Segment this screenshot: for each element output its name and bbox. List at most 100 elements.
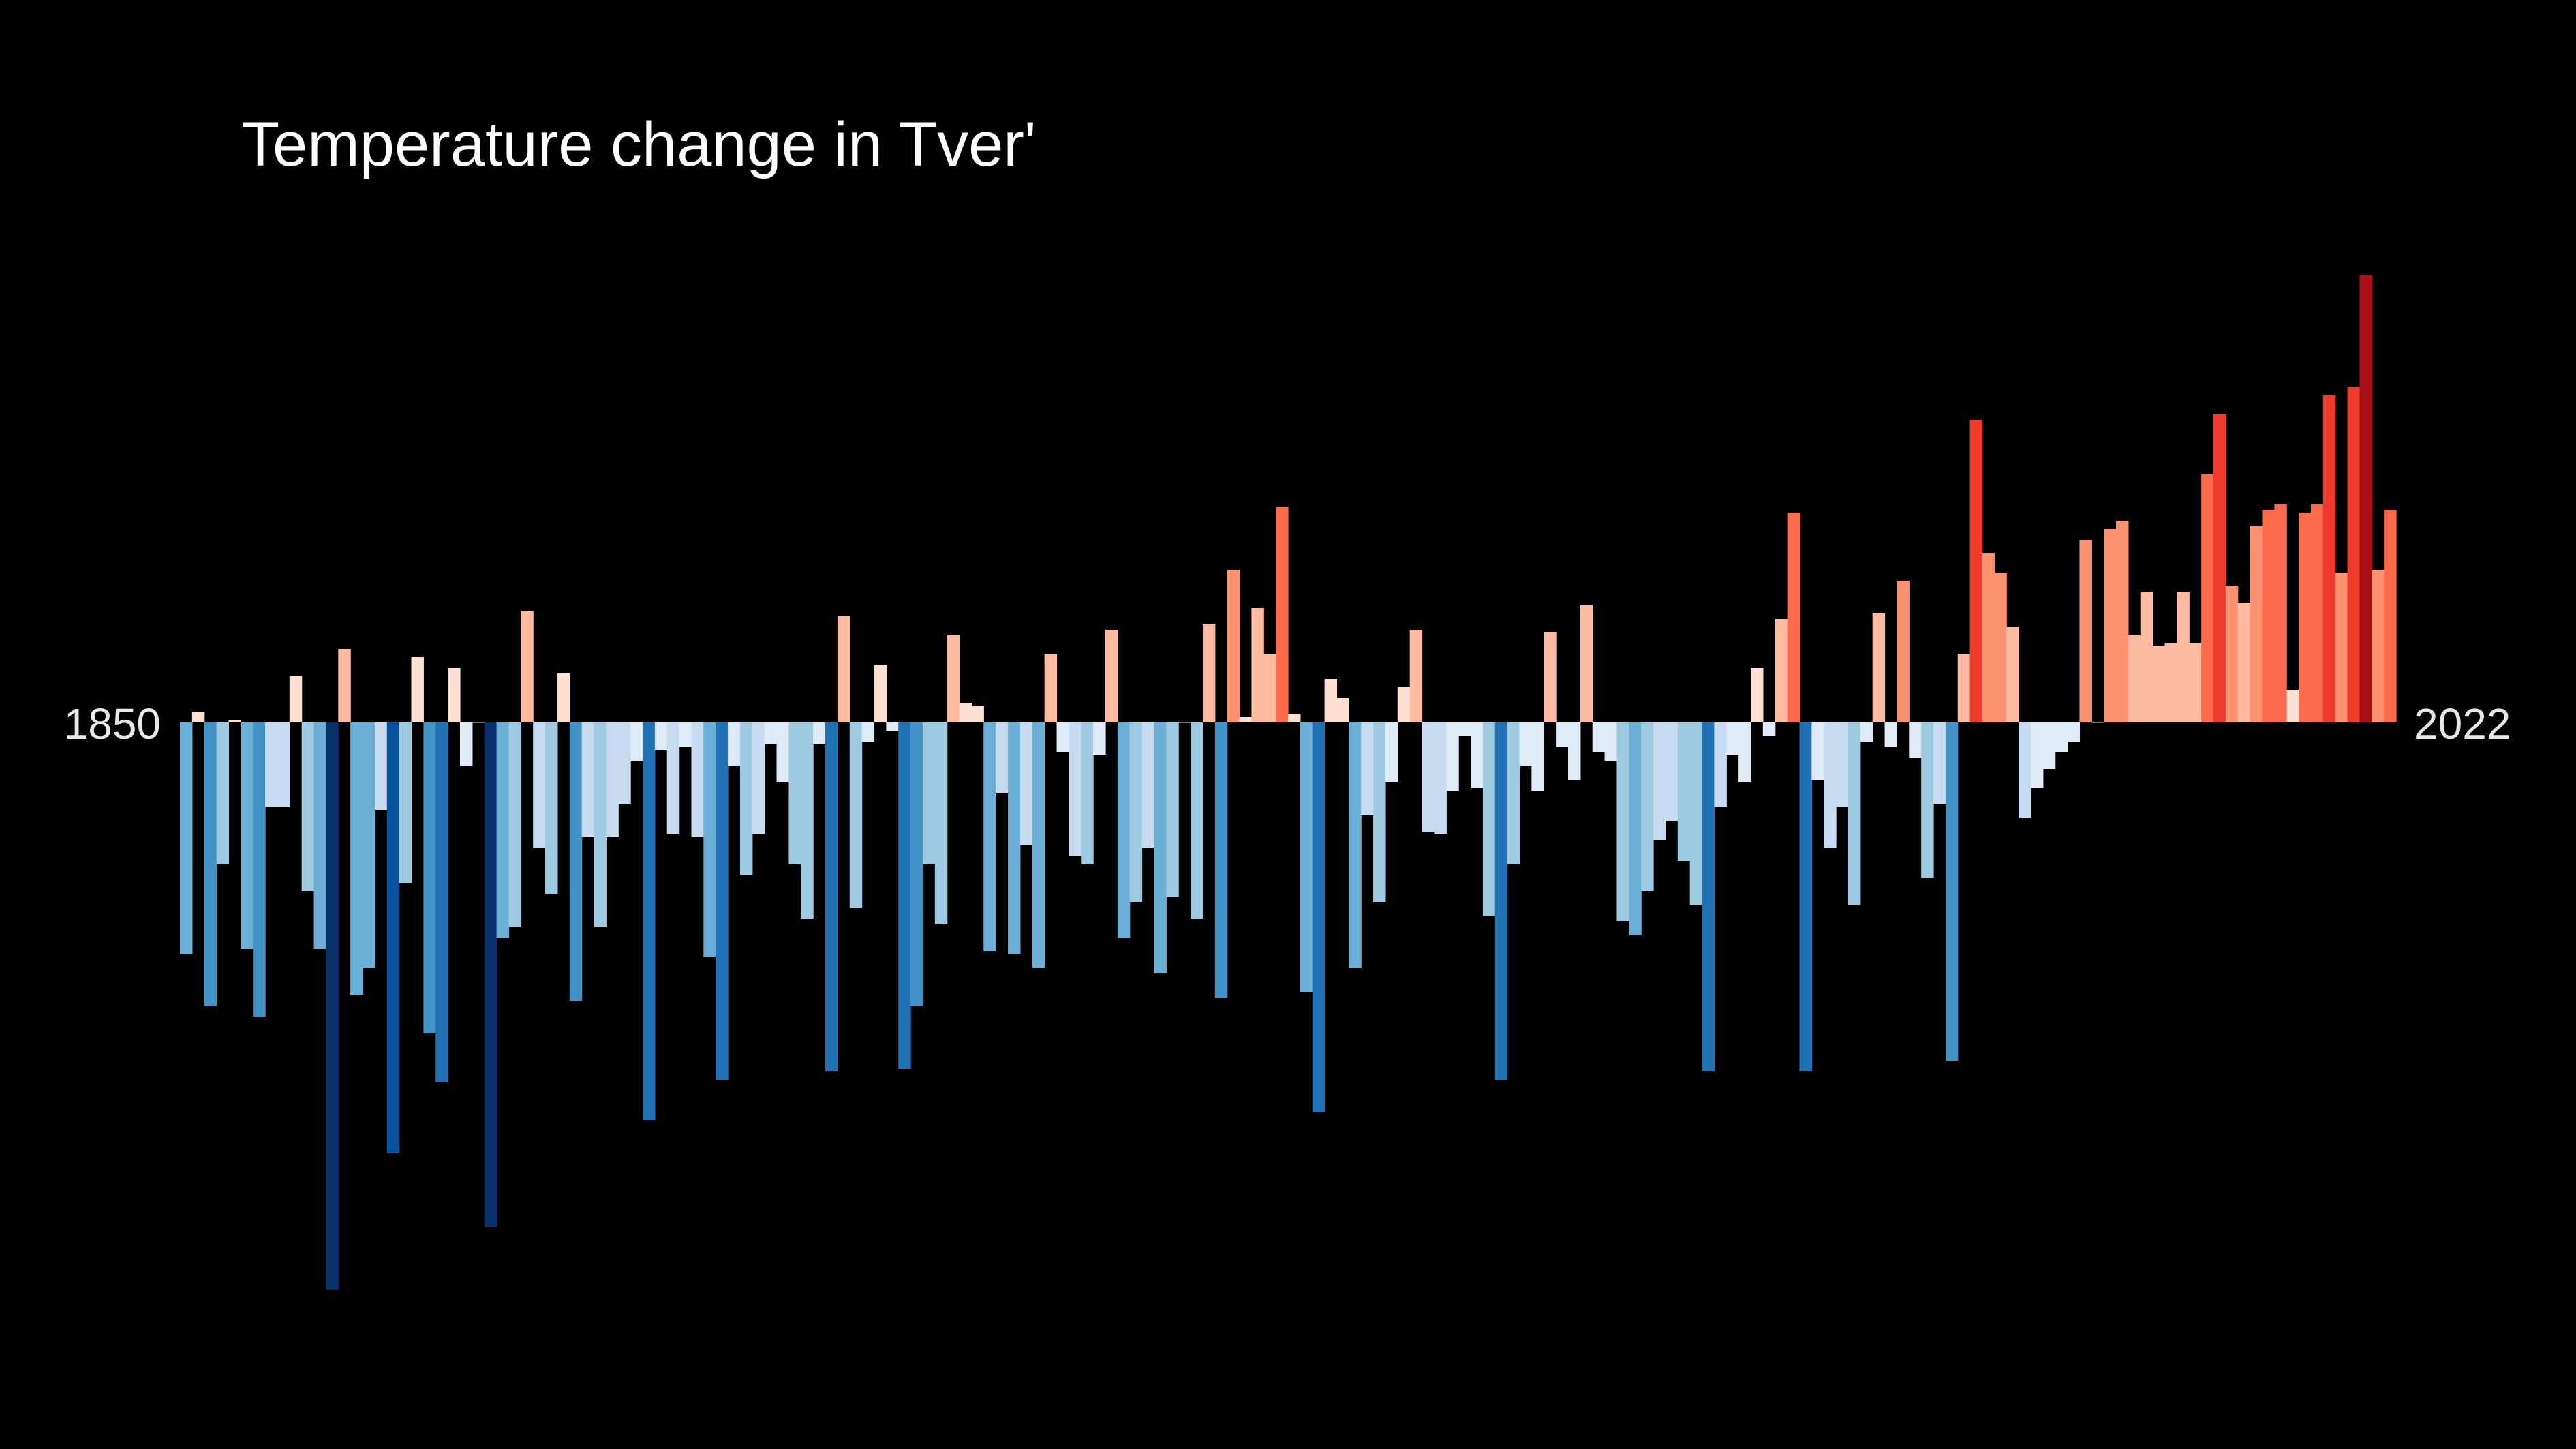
bar-2004 [2055, 722, 2068, 752]
bar-1969 [1629, 722, 1642, 935]
bar-1891 [679, 722, 692, 747]
bar-1975 [1702, 722, 1715, 1071]
bar-1886 [618, 722, 631, 804]
bar-2010 [2128, 635, 2141, 722]
bar-1930 [1154, 722, 1167, 973]
bar-1875 [484, 722, 497, 1227]
bar-1955 [1458, 722, 1471, 736]
chart-title: Temperature change in Tver' [241, 110, 1037, 179]
bar-1866 [374, 722, 388, 810]
bar-2022 [2274, 504, 2287, 722]
bar-1887 [630, 722, 643, 761]
bar-1987 [1847, 722, 1861, 905]
bar-1952 [1422, 722, 1435, 832]
bars-group [180, 275, 2397, 1290]
bar-1967 [1604, 722, 1618, 761]
bar-1889 [654, 722, 668, 750]
bar-2016 [2201, 474, 2214, 722]
bar-1893 [703, 722, 716, 957]
bar-1927 [1117, 722, 1131, 938]
bar-1871 [435, 722, 448, 1082]
bar-1939 [1263, 654, 1276, 722]
bar-2019 [2237, 603, 2251, 722]
bar-1870 [423, 722, 436, 1033]
bar-1862 [326, 722, 339, 1290]
bar-1900 [788, 722, 801, 864]
bar-2031 [2384, 510, 2397, 722]
bar-1896 [739, 722, 753, 875]
bar-1954 [1446, 722, 1459, 791]
bar-1996 [1957, 654, 1971, 722]
bar-1943 [1312, 722, 1325, 1112]
bar-1850 [180, 722, 193, 954]
bar-1995 [1945, 722, 1959, 1061]
bar-1908 [886, 722, 899, 731]
bar-1899 [776, 722, 790, 782]
bar-2028 [2347, 387, 2360, 722]
bar-1895 [728, 722, 741, 766]
bar-1923 [1069, 722, 1082, 856]
bar-1880 [545, 722, 558, 894]
bar-1977 [1726, 722, 1739, 755]
bar-1980 [1762, 722, 1776, 736]
bar-2014 [2177, 592, 2190, 722]
bar-2013 [2164, 643, 2177, 722]
bar-1904 [837, 616, 850, 722]
bar-1951 [1409, 630, 1423, 722]
bar-1946 [1349, 722, 1362, 968]
bar-1945 [1336, 698, 1349, 722]
bar-1909 [898, 722, 911, 1069]
bar-1917 [996, 722, 1009, 793]
bar-1970 [1641, 722, 1654, 891]
bar-1863 [338, 649, 351, 722]
bar-2017 [2213, 414, 2226, 722]
bar-1905 [849, 722, 863, 908]
bar-1960 [1519, 722, 1532, 766]
bar-1869 [411, 657, 424, 722]
bar-1879 [533, 722, 546, 848]
bar-1876 [496, 722, 510, 938]
bar-1993 [1921, 722, 1934, 878]
bar-1912 [934, 722, 948, 924]
bar-1892 [691, 722, 704, 837]
bar-1902 [813, 722, 826, 744]
bar-1898 [764, 722, 778, 744]
bar-1918 [1008, 722, 1021, 954]
bar-1938 [1251, 608, 1264, 722]
bar-1856 [253, 722, 266, 1017]
bar-2005 [2067, 722, 2081, 742]
bar-2015 [2189, 643, 2202, 722]
bar-1963 [1556, 722, 1569, 747]
bar-1883 [581, 722, 595, 837]
bar-1972 [1665, 722, 1678, 821]
bar-1853 [216, 722, 230, 864]
bar-1873 [459, 722, 473, 766]
bar-2008 [2104, 529, 2117, 722]
bar-2018 [2225, 586, 2239, 722]
bar-1961 [1531, 722, 1544, 791]
bar-2027 [2335, 573, 2348, 722]
bar-1914 [959, 703, 972, 722]
bar-1974 [1689, 722, 1703, 905]
bar-1897 [752, 722, 765, 834]
bar-1857 [265, 722, 278, 807]
bar-1956 [1471, 722, 1484, 788]
bar-1981 [1775, 619, 1788, 722]
bar-1944 [1324, 679, 1338, 722]
bar-1906 [861, 722, 875, 742]
bar-1932 [1178, 722, 1191, 723]
bar-1877 [508, 722, 521, 927]
bar-1928 [1129, 722, 1143, 902]
start-year-label: 1850 [64, 699, 161, 748]
bar-1920 [1032, 722, 1045, 968]
bar-1964 [1567, 722, 1581, 780]
bar-1933 [1191, 722, 1203, 919]
bar-1953 [1434, 722, 1447, 834]
bar-2009 [2116, 521, 2129, 722]
bar-1922 [1056, 722, 1069, 752]
bar-1984 [1811, 722, 1824, 780]
bar-1911 [922, 722, 936, 864]
bar-1910 [910, 722, 923, 1006]
bar-1894 [716, 722, 729, 1080]
